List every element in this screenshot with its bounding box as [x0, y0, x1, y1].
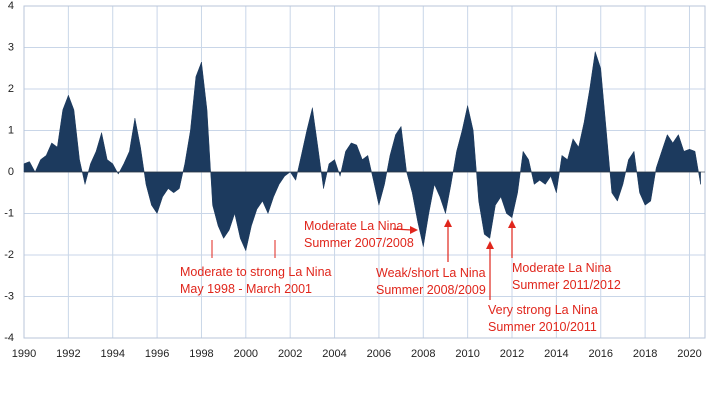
arrow-head [444, 219, 452, 227]
x-tick-label: 1998 [189, 348, 213, 360]
x-tick-label: 1990 [12, 348, 36, 360]
x-tick-label: 2012 [500, 348, 524, 360]
x-tick-label: 2006 [367, 348, 391, 360]
annotation: Summer 2008/2009 [376, 283, 486, 297]
annotation: Weak/short La Nina [376, 266, 486, 280]
y-tick-label: -4 [4, 332, 14, 344]
y-tick-label: 1 [8, 124, 14, 136]
x-tick-label: 2010 [455, 348, 479, 360]
arrow-head [410, 226, 418, 234]
y-tick-label: -3 [4, 290, 14, 302]
annotation: Moderate La Nina [512, 261, 611, 275]
y-tick-label: 0 [8, 166, 14, 178]
area [23, 51, 701, 252]
x-tick-label: 2000 [234, 348, 258, 360]
annotation: Very strong La Nina [488, 303, 598, 317]
x-tick-label: 2018 [633, 348, 657, 360]
y-tick-label: 3 [8, 41, 14, 53]
x-tick-label: 2004 [322, 348, 346, 360]
annotation: May 1998 - March 2001 [180, 282, 312, 296]
annotation: Moderate to strong La Nina [180, 265, 332, 279]
y-tick-label: -1 [4, 207, 14, 219]
annotation: Summer 2011/2012 [512, 278, 621, 292]
y-tick-label: -2 [4, 249, 14, 261]
y-tick-label: 2 [8, 83, 14, 95]
x-tick-label: 2020 [677, 348, 701, 360]
x-tick-label: 1996 [145, 348, 169, 360]
x-tick-label: 2002 [278, 348, 302, 360]
annotation: Moderate La Nina [304, 219, 403, 233]
annotation: Summer 2010/2011 [488, 320, 597, 334]
y-tick-label: 4 [8, 0, 14, 12]
x-tick-label: 1994 [100, 348, 124, 360]
plot [23, 51, 705, 252]
annotation: Summer 2007/2008 [304, 236, 414, 250]
x-tick-label: 2008 [411, 348, 435, 360]
x-tick-label: 2014 [544, 348, 568, 360]
annotations: Moderate to strong La Nina May 1998 - Mar… [180, 219, 621, 334]
x-tick-label: 2016 [589, 348, 613, 360]
arrow [392, 228, 413, 231]
x-tick-label: 1992 [56, 348, 80, 360]
arrow-head [508, 220, 516, 228]
arrow-head [486, 241, 494, 249]
